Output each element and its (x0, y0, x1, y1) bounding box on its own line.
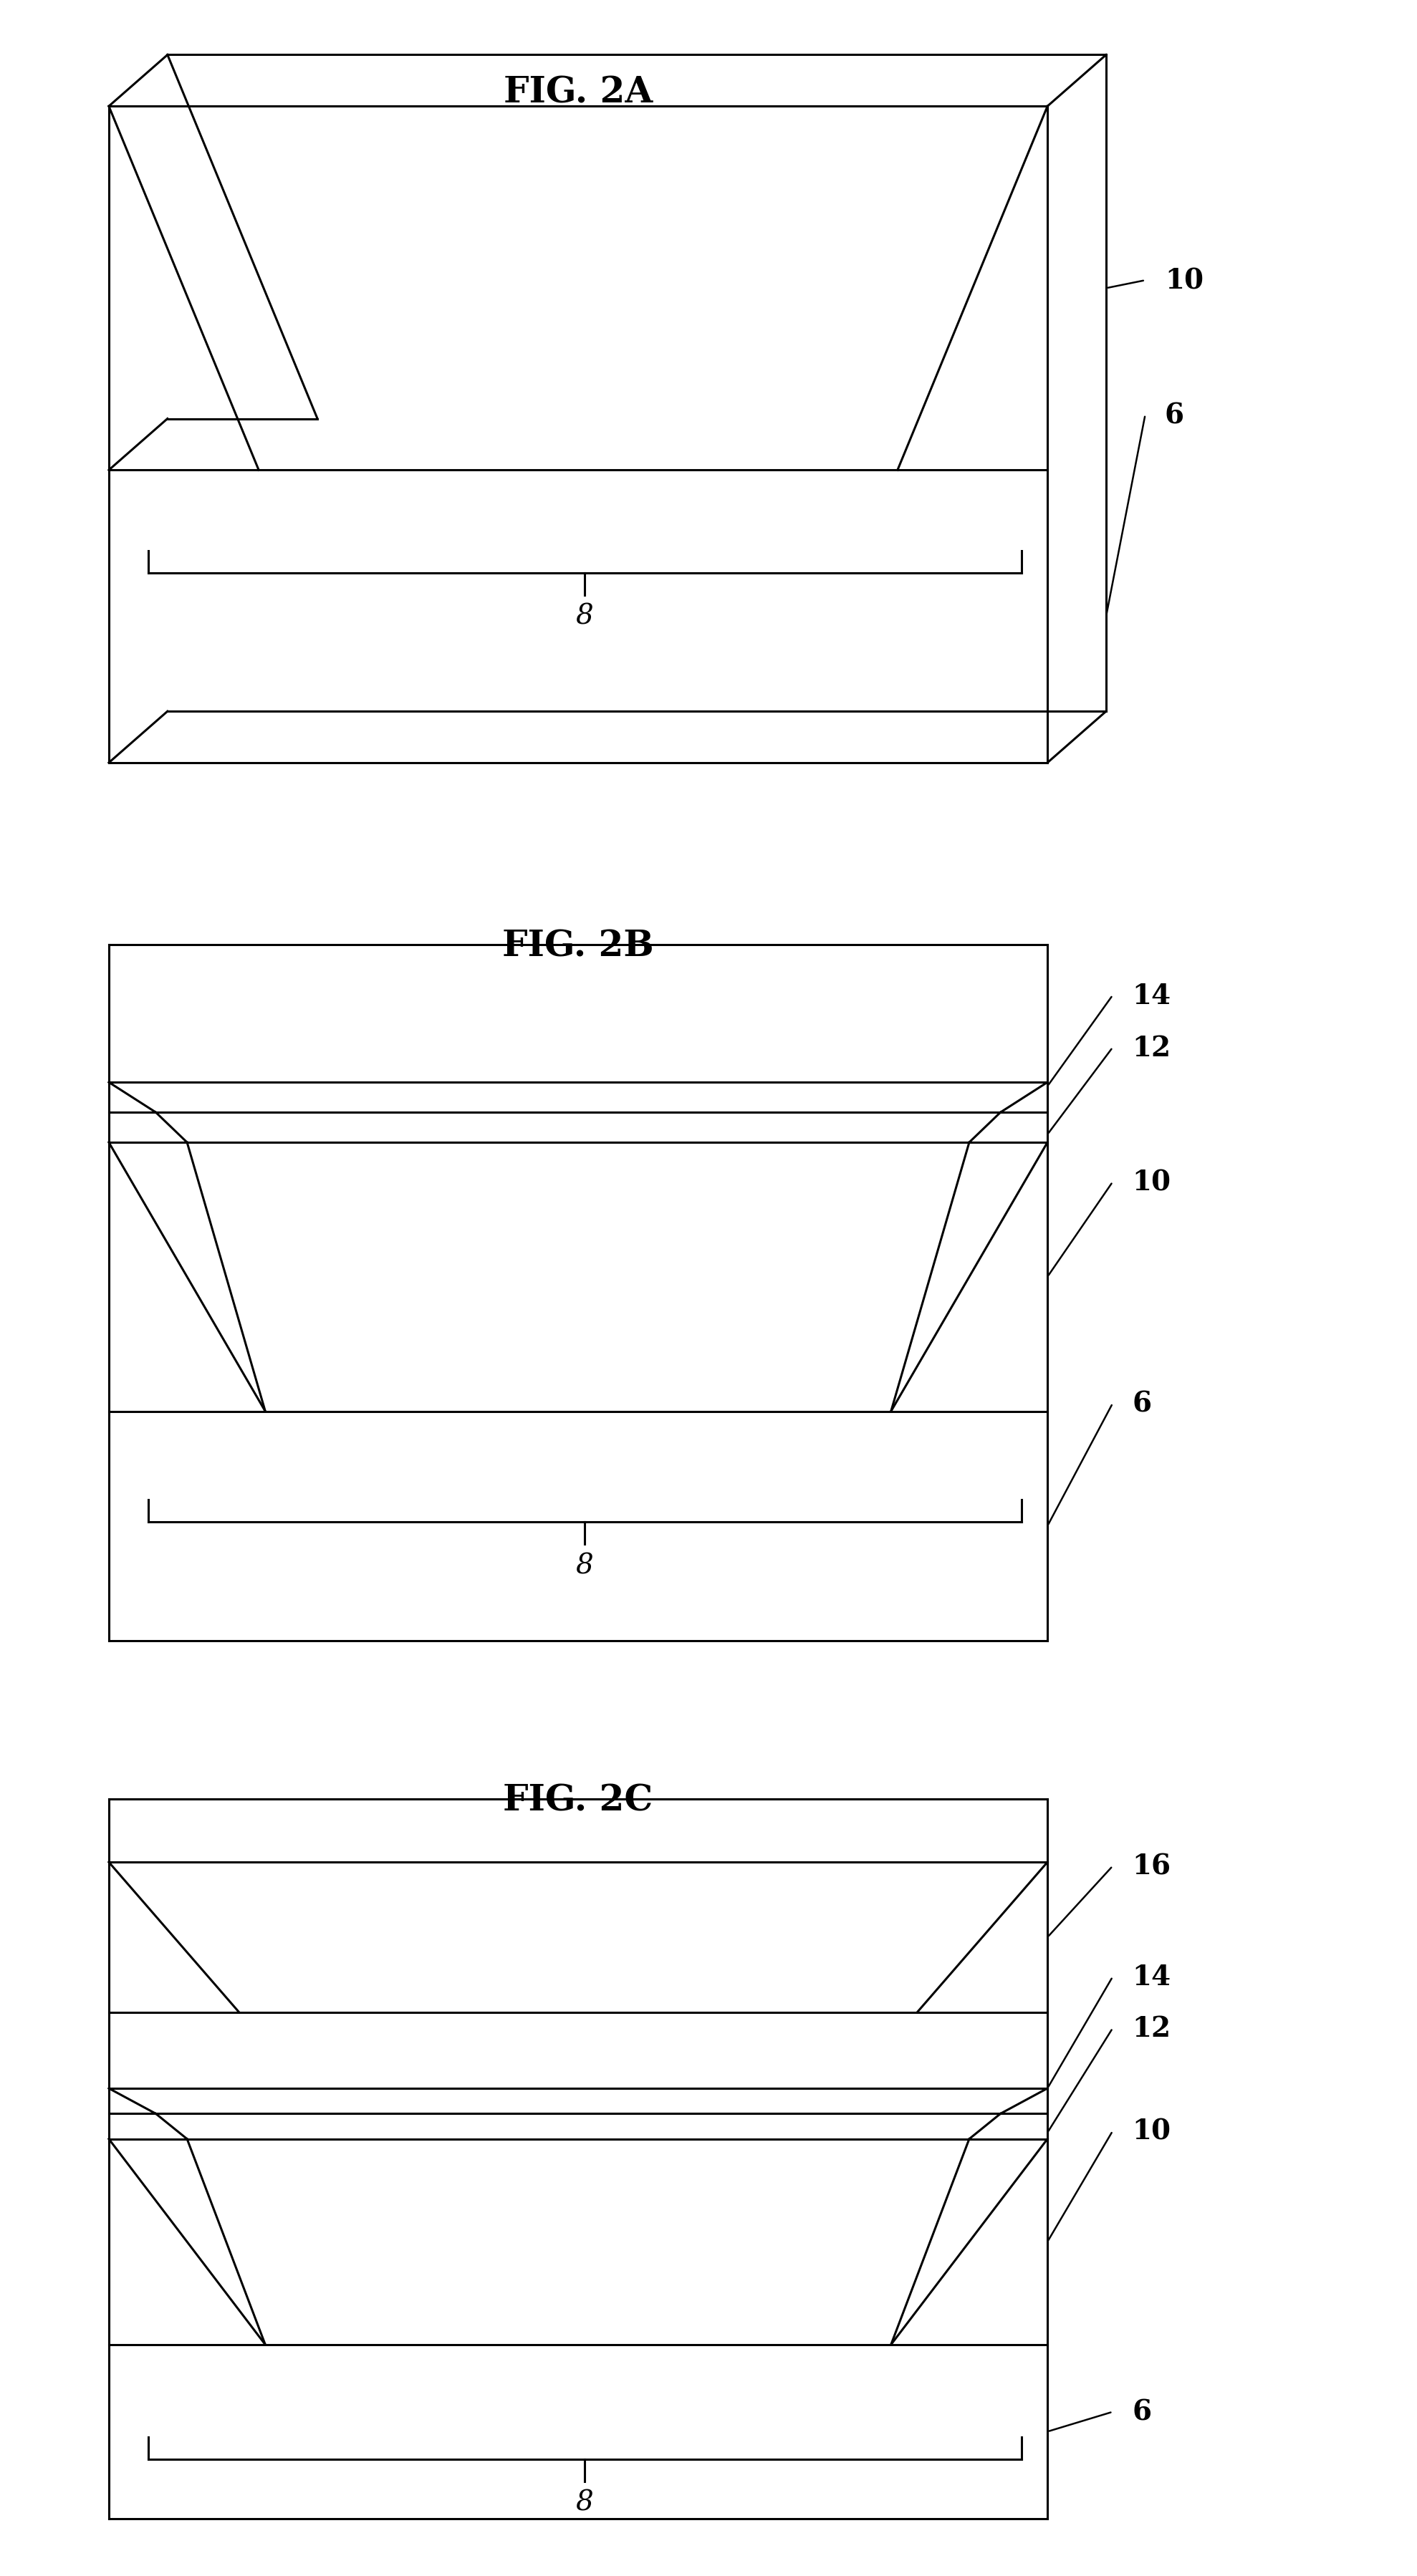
Text: 14: 14 (1132, 981, 1170, 1010)
Text: FIG. 2B: FIG. 2B (503, 930, 653, 963)
Text: 10: 10 (1165, 268, 1203, 294)
Text: 16: 16 (1132, 1852, 1170, 1880)
Text: 10: 10 (1132, 2117, 1170, 2146)
Text: 14: 14 (1132, 1963, 1170, 1991)
Text: 6: 6 (1165, 402, 1185, 428)
Text: FIG. 2C: FIG. 2C (503, 1783, 653, 1819)
Text: 6: 6 (1132, 2398, 1152, 2427)
Text: 8: 8 (575, 1553, 594, 1579)
Text: 12: 12 (1132, 1033, 1170, 1061)
Text: 6: 6 (1132, 1391, 1152, 1417)
Text: FIG. 2A: FIG. 2A (503, 75, 653, 111)
Text: 12: 12 (1132, 2014, 1170, 2043)
Text: 10: 10 (1132, 1170, 1170, 1195)
Text: 8: 8 (575, 2488, 594, 2517)
Text: 8: 8 (575, 603, 594, 631)
